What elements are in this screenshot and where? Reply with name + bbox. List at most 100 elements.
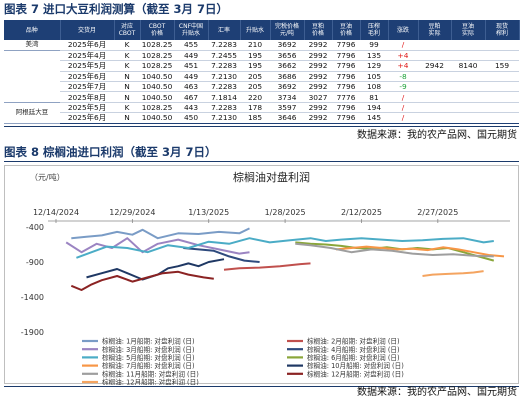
table-cell-spot [485, 102, 519, 114]
series-line [223, 262, 311, 271]
series-line [65, 237, 250, 255]
table-cell-prem: 195 [240, 60, 270, 72]
table-cell-oil: 7796 [332, 112, 360, 124]
import-soybean-profit-table: 品种 交货月 对应 CBOT CBOT 价格 CNF中国 升贴水 汇率 升贴水 完税价格 元/吨 豆粕价… [4, 20, 520, 124]
table-row: 阿根廷大豆 2025年5月 K 1028.25 443 7.2283 178 3597 2992… [4, 102, 519, 124]
table-figure-title: 图表 7 进口大豆利润测算（截至 3月 7日） [4, 2, 229, 16]
table-cell-spot [485, 50, 519, 62]
x-tick-label: 2/27/2025 [417, 208, 458, 217]
table-cell-prem: 205 [240, 71, 270, 83]
table-cell-prem: 205 [240, 81, 270, 93]
table-cell-spot [485, 71, 519, 83]
table-cell-spot [485, 81, 519, 93]
table-cell-month: 2025年8月 [60, 91, 114, 103]
table-bottom-rule [4, 126, 519, 127]
table-cell-meal: 2992 [304, 50, 332, 62]
table-cell-basis: 450 [174, 112, 208, 124]
table-cell-month: 2025年5月 [60, 102, 114, 114]
table-cell-chg: -9 [388, 81, 418, 93]
legend-label: 棕榈油: 1月船期: 对盘利润 (日) [102, 337, 195, 346]
table-source-note: 数据来源：我的农产品网、国元期货 [357, 130, 517, 141]
table-cell-margin: 108 [360, 81, 388, 93]
table-cell-chg: / [388, 91, 418, 103]
table-cell-margin: 99 [360, 40, 388, 51]
table-cell-chg: +4 [388, 60, 418, 72]
palm-oil-profit-chart: 棕榈油对盘利润 （元/吨） 12/14/2024 12/29/2024 1/13/202… [4, 165, 519, 385]
table-row: 2025年6月 N 1040.50 450 7.2130 185 3646 2992 7796 1… [4, 112, 519, 124]
legend-label: 棕榈油: 5月船期: 对盘利润 (日) [102, 353, 195, 362]
table-cell-so [451, 50, 485, 62]
table-row: 2025年8月 N 1040.50 467 7.1814 220 3734 3027 7776 8… [4, 91, 519, 103]
table-cell-chg: / [388, 40, 418, 51]
table-cell-cbot: K [114, 40, 140, 51]
table-cell-sm: 2942 [418, 60, 451, 72]
table-cell-cbot: N [114, 91, 140, 103]
x-tick-label: 12/29/2024 [109, 208, 155, 217]
chart-top-rule [4, 161, 519, 162]
series-line [70, 270, 214, 291]
table-cell-fx: 7.2283 [208, 81, 240, 93]
table-cell-meal: 2992 [304, 40, 332, 51]
table-cell-basis: 455 [174, 40, 208, 51]
table-cell-fx: 7.2283 [208, 102, 240, 114]
table-cell-price: 1028.25 [140, 102, 174, 114]
legend-label: 棕榈油: 12月船期: 对盘利润 (日) [102, 378, 199, 385]
table-cell-chg: / [388, 112, 418, 124]
x-tick-label: 1/13/2025 [188, 208, 229, 217]
table-cell-month: 2025年6月 [60, 112, 114, 124]
legend-label: 棕榈油: 7月船期: 对盘利润 (日) [102, 361, 195, 370]
table-cell-sm [418, 91, 451, 103]
y-tick-label: -1900 [21, 328, 44, 337]
table-header-cell: 豆油 实际 [451, 20, 486, 40]
table-cell-month: 2025年6月 [60, 71, 114, 83]
table-row: 2025年7月 N 1040.50 463 7.2283 205 3692 2992 7796 1… [4, 81, 519, 93]
table-cell-price: 1040.50 [140, 71, 174, 83]
table-cell-chg: -8 [388, 71, 418, 83]
table-cell-duty: 3692 [270, 40, 304, 51]
table-cell-sm [418, 71, 451, 83]
y-tick-label: -1400 [21, 293, 44, 302]
x-tick-label: 2/12/2025 [341, 208, 382, 217]
table-cell-margin: 129 [360, 60, 388, 72]
table-cell-cbot: N [114, 81, 140, 93]
y-axis-label: （元/吨） [30, 172, 65, 182]
table-cell-oil: 7796 [332, 50, 360, 62]
table-cell-fx: 7.2283 [208, 40, 240, 51]
table-header-cell: 压榨 毛利 [360, 20, 389, 40]
table-row: 2025年5月 K 1028.25 451 7.2283 195 3662 2992 7796 1… [4, 60, 519, 72]
table-cell-duty: 3662 [270, 60, 304, 72]
series-line [76, 237, 494, 259]
table-cell-basis: 463 [174, 81, 208, 93]
table-cell-so [451, 102, 485, 114]
table-cell-spot: 159 [485, 60, 519, 72]
table-cell-price: 1028.25 [140, 50, 174, 62]
table-header-cell: CBOT 价格 [140, 20, 175, 40]
table-cell-prem: 195 [240, 50, 270, 62]
table-cell-margin: 194 [360, 102, 388, 114]
legend-label: 棕榈油: 11月船期: 对盘利润 (日) [102, 369, 199, 378]
table-cell-prem: 178 [240, 102, 270, 114]
table-body: 美湾 2025年6月 K 1028.25 455 7.2283 210 3692 2992 779… [4, 40, 519, 124]
table-header-cell: 涨跌 [388, 20, 419, 40]
table-cell-margin: 105 [360, 71, 388, 83]
legend-label: 棕榈油: 6月船期: 对盘利润 (日) [307, 353, 400, 362]
table-header-cell: 升贴水 [240, 20, 271, 40]
table-cell-price: 1040.50 [140, 91, 174, 103]
y-tick-label: -400 [26, 223, 44, 232]
chart-figure-title: 图表 8 棕榈油进口利润（截至 3月 7日） [4, 145, 217, 159]
table-cell-so [451, 40, 485, 51]
table-cell-so [451, 81, 485, 93]
chart-source-note: 数据来源：我的农产品网、国元期货 [357, 387, 517, 398]
table-cell-duty: 3686 [270, 71, 304, 83]
table-cell-cbot: K [114, 102, 140, 114]
table-row: 2025年4月 K 1028.25 449 7.2455 195 3656 2992 7796 1… [4, 50, 519, 103]
table-cell-price: 1028.25 [140, 40, 174, 51]
table-cell-basis: 449 [174, 50, 208, 62]
table-cell-cbot: N [114, 112, 140, 124]
table-header-cell: CNF中国 升贴水 [174, 20, 209, 40]
row-group-label: 阿根廷大豆 [4, 102, 60, 124]
table-row: 美湾 2025年6月 K 1028.25 455 7.2283 210 3692 2992 779… [4, 40, 519, 51]
table-cell-spot [485, 91, 519, 103]
table-header-cell: 交货月 [60, 20, 115, 40]
table-cell-cbot: K [114, 50, 140, 62]
